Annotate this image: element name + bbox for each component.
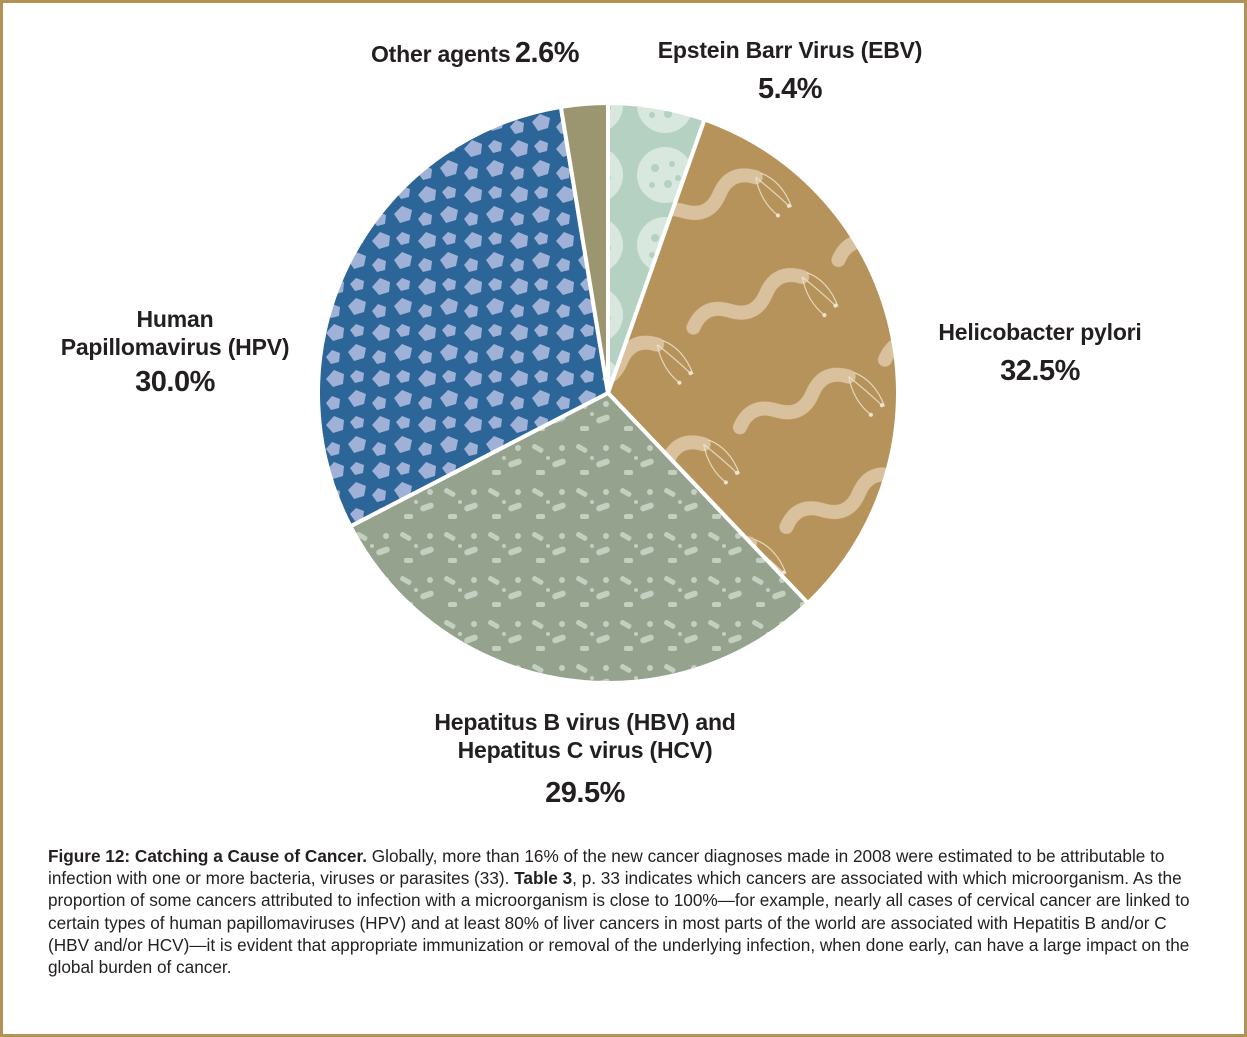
label-other-agents: Other agents 2.6%: [330, 36, 620, 70]
slice-name-ebv: Epstein Barr Virus (EBV): [657, 37, 923, 63]
slice-value-hpv: 30.0%: [135, 366, 215, 398]
slice-value-ebv: 5.4%: [757, 73, 823, 105]
label-helicobacter: Helicobacter pylori 32.5%: [900, 318, 1180, 388]
slice-helicobacter: [606, 117, 900, 606]
caption-text-1: Globally, more than 16% of the new cance…: [48, 846, 1165, 889]
label-hepatitis: Hepatitus B virus (HBV) and Hepatitus C …: [390, 708, 780, 810]
slice-value-other-agents: 2.6%: [514, 37, 580, 69]
label-hpv: Human Papillomavirus (HPV) 30.0%: [40, 305, 310, 399]
slice-value-helicobacter: 32.5%: [1000, 355, 1080, 387]
slice-hepatitis: [348, 391, 810, 685]
slice-name-helicobacter: Helicobacter pylori: [938, 319, 1142, 345]
caption-text-2: , p. 33 indicates which cancers are asso…: [48, 868, 1190, 978]
slice-value-hepatitis: 29.5%: [545, 777, 625, 809]
slice-name-hpv-line1: Human: [136, 306, 214, 332]
slice-other-agents: [558, 101, 610, 395]
caption-table-ref: Table 3: [514, 868, 573, 889]
slice-name-hepatitis-line2: Hepatitus C virus (HCV): [457, 737, 713, 763]
slice-name-hpv-line2: Papillomavirus (HPV): [60, 334, 290, 360]
slice-hpv: [316, 104, 610, 529]
figure-caption: Figure 12: Catching a Cause of Cancer. G…: [48, 845, 1208, 978]
slice-name-other-agents: Other agents: [370, 41, 511, 67]
caption-title: Figure 12: Catching a Cause of Cancer.: [48, 846, 368, 866]
label-ebv: Epstein Barr Virus (EBV) 5.4%: [620, 36, 960, 106]
slice-name-hepatitis-line1: Hepatitus B virus (HBV) and: [434, 709, 736, 735]
